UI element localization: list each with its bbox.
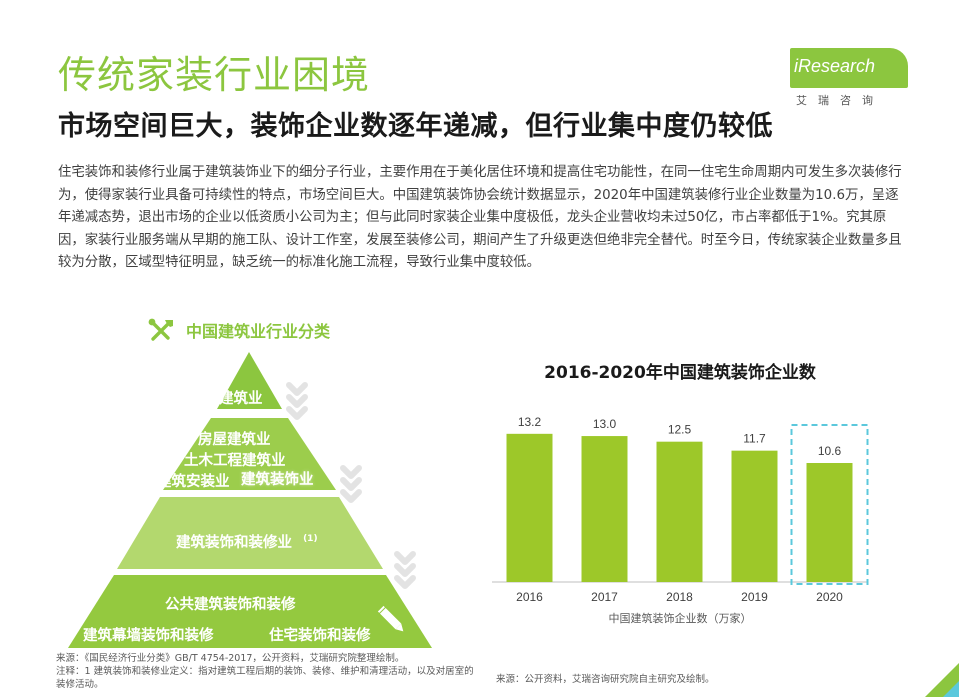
source-note-left: 来源：《国民经济行业分类》GB/T 4754-2017，公开资料，艾瑞研究院整理… (56, 653, 476, 691)
intro-paragraph: 住宅装饰和装修行业属于建筑装饰业下的细分子行业，主要作用在于美化居住环境和提高住… (58, 165, 902, 271)
pyramid-label-civil: 土木工程建筑业 (184, 453, 286, 469)
x-tick-label-2017: 2017 (591, 590, 618, 604)
x-tick-label-2020: 2020 (816, 590, 843, 604)
chevron-down-icon (286, 382, 416, 589)
x-tick-label-2016: 2016 (516, 590, 543, 604)
data-label-2017: 13.0 (593, 417, 617, 431)
page-subtitle: 市场空间巨大，装饰企业数逐年递减，但行业集中度仍较低 (58, 111, 773, 142)
pyramid-heading-text: 中国建筑业行业分类 (186, 322, 331, 341)
tools-icon (148, 318, 173, 341)
pyramid-level-4 (68, 575, 432, 648)
footnote-line: 注释：1 建筑装饰和装修业定义：指对建筑工程后期的装饰、装修、维护和清理活动，以… (56, 665, 474, 690)
chart-legend: 中国建筑装饰企业数（万家） (608, 612, 752, 625)
highlight-box-2020 (790, 424, 869, 585)
x-tick-label-2019: 2019 (741, 590, 768, 604)
data-label-2018: 12.5 (668, 423, 692, 437)
x-tick-label-2018: 2018 (666, 590, 693, 604)
pyramid-level-1 (217, 352, 282, 409)
pyramid-label-construction: 建筑业 (219, 391, 263, 407)
bar-2018 (656, 441, 703, 582)
footnote-marker: (1) (303, 534, 318, 545)
bar-2017 (581, 436, 628, 582)
bar-2019 (731, 450, 778, 582)
pyramid-label-public: 公共建筑装饰和装修 (165, 597, 296, 613)
pyramid-label-decoration-renovation-text: 建筑装饰和装修业 (176, 535, 292, 551)
chart-title: 2016-2020年中国建筑装饰企业数 (544, 363, 816, 383)
logo-badge (790, 48, 908, 88)
pencil-icon (377, 605, 404, 632)
logo-brand: iResearch (794, 56, 876, 76)
iresearch-logo: iResearch 艾瑞咨询 (790, 48, 920, 110)
logo-brand-cn: 艾瑞咨询 (796, 94, 884, 107)
data-label-2019: 11.7 (743, 432, 766, 446)
bar-2016 (506, 433, 553, 582)
pyramid-label-housing: 房屋建筑业 (198, 432, 271, 448)
pyramid-label-decoration: 建筑装饰业 (241, 472, 314, 488)
source-note-right: 来源：公开资料，艾瑞咨询研究院自主研究及绘制。 (496, 674, 715, 685)
pyramid-label-installation: 建筑安装业 (157, 474, 230, 490)
source-line: 来源：《国民经济行业分类》GB/T 4754-2017，公开资料，艾瑞研究院整理… (56, 653, 405, 664)
pyramid-heading: 中国建筑业行业分类 (148, 318, 330, 342)
data-label-2016: 13.2 (518, 415, 542, 429)
page-title: 传统家装行业困境 (58, 53, 371, 97)
bar-2020 (806, 463, 853, 582)
pyramid-label-curtain-wall: 建筑幕墙装饰和装修 (83, 628, 214, 644)
pyramid-level-3 (117, 497, 383, 569)
pyramid-level-2 (163, 418, 336, 490)
data-label-2020: 10.6 (818, 444, 842, 458)
pyramid-label-residential: 住宅装饰和装修 (269, 628, 371, 644)
corner-decoration (925, 663, 959, 697)
pyramid-label-decoration-renovation: 建筑装饰和装修业 (1) (176, 531, 318, 552)
